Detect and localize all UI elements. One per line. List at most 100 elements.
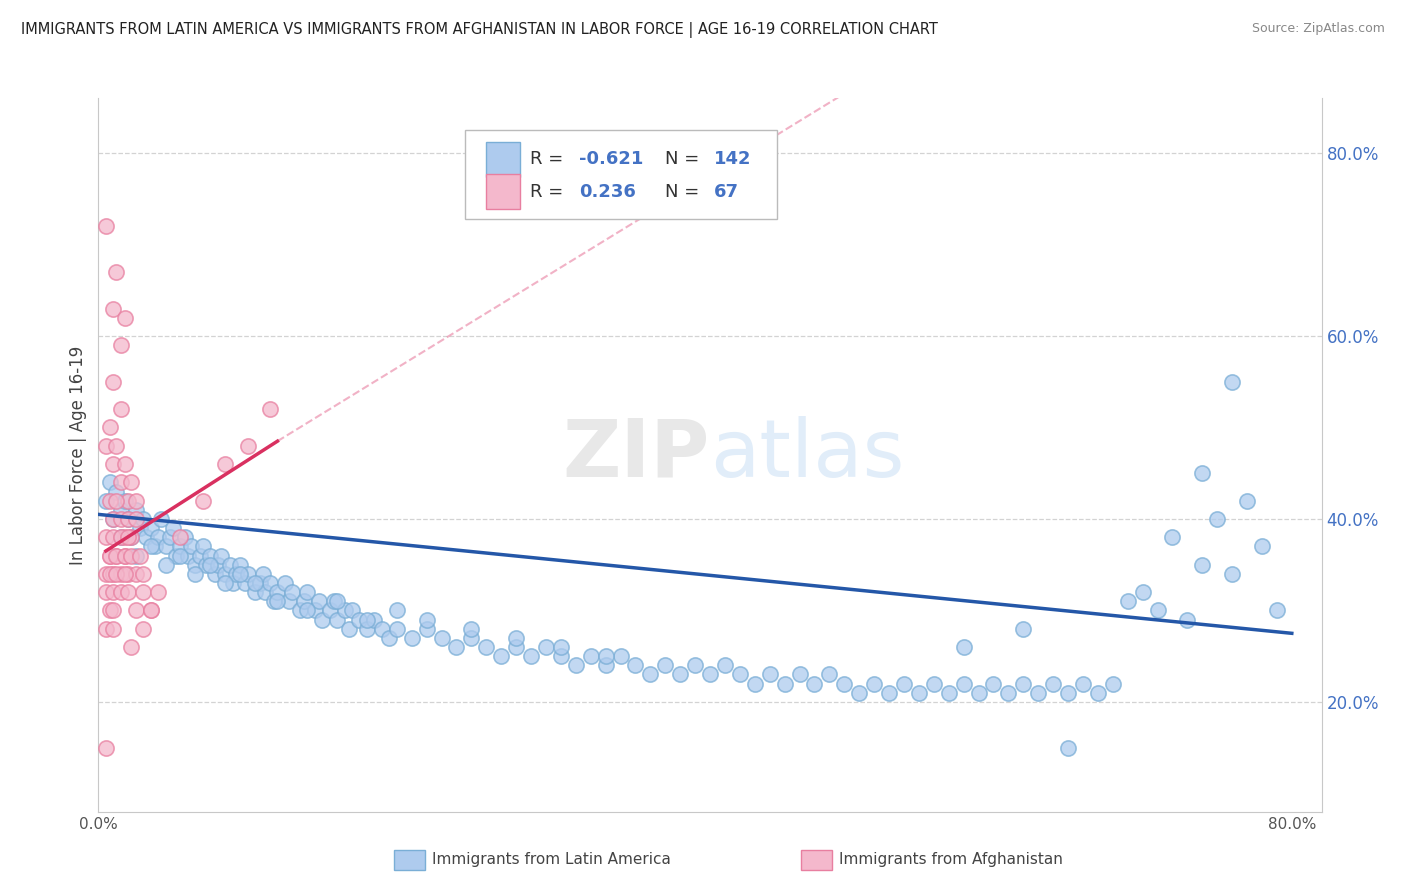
Point <box>818 667 841 681</box>
Point <box>326 613 349 627</box>
Point <box>281 585 304 599</box>
Point <box>132 566 155 581</box>
Point <box>174 530 197 544</box>
Point <box>297 585 319 599</box>
Text: R =: R = <box>530 183 569 201</box>
Point <box>243 585 266 599</box>
Point <box>550 640 572 654</box>
Point <box>103 457 125 471</box>
Point <box>105 566 128 581</box>
Point <box>288 603 311 617</box>
Point <box>103 375 125 389</box>
Text: Immigrants from Afghanistan: Immigrants from Afghanistan <box>839 853 1063 867</box>
Point <box>110 503 132 517</box>
Point <box>132 512 155 526</box>
Point <box>1146 603 1168 617</box>
Point <box>340 603 363 617</box>
Point <box>94 740 117 755</box>
Point <box>233 576 256 591</box>
Point <box>728 667 751 681</box>
Point <box>415 622 437 636</box>
Point <box>114 566 136 581</box>
Point <box>758 667 780 681</box>
Point <box>169 530 191 544</box>
Point <box>349 613 371 627</box>
Point <box>1191 467 1213 481</box>
Point <box>218 558 240 572</box>
Point <box>1220 566 1243 581</box>
Point <box>114 493 136 508</box>
Point <box>505 631 527 645</box>
Point <box>534 640 557 654</box>
Point <box>326 594 349 608</box>
Text: 0.236: 0.236 <box>579 183 636 201</box>
Point <box>98 549 121 563</box>
Point <box>1177 613 1199 627</box>
Point <box>1206 512 1229 526</box>
Point <box>278 594 301 608</box>
Point <box>1251 540 1274 554</box>
Point <box>139 521 162 535</box>
Point <box>191 540 214 554</box>
Point <box>146 585 169 599</box>
Point <box>214 566 236 581</box>
Point <box>877 686 900 700</box>
Bar <box>486 175 520 209</box>
Point <box>209 549 232 563</box>
Point <box>110 512 132 526</box>
Point <box>595 658 617 673</box>
Point <box>103 585 125 599</box>
Point <box>803 676 825 690</box>
Point <box>120 640 142 654</box>
Point <box>110 338 132 352</box>
Point <box>98 493 121 508</box>
Point <box>125 503 148 517</box>
Point <box>120 549 142 563</box>
Point <box>304 603 326 617</box>
Point <box>274 576 297 591</box>
Point <box>229 566 252 581</box>
Point <box>1220 375 1243 389</box>
Point <box>117 530 139 544</box>
Point <box>236 439 259 453</box>
Point <box>446 640 468 654</box>
Point <box>114 530 136 544</box>
Point <box>103 603 125 617</box>
Point <box>94 566 117 581</box>
Text: R =: R = <box>530 151 569 169</box>
Point <box>848 686 870 700</box>
Point <box>323 594 346 608</box>
Text: Source: ZipAtlas.com: Source: ZipAtlas.com <box>1251 22 1385 36</box>
Point <box>385 603 408 617</box>
Point <box>460 631 482 645</box>
Point <box>254 585 277 599</box>
Point <box>908 686 931 700</box>
Point <box>103 512 125 526</box>
Text: 67: 67 <box>714 183 738 201</box>
Point <box>337 622 360 636</box>
Point <box>1012 676 1035 690</box>
Point <box>489 649 512 664</box>
Point <box>94 439 117 453</box>
Point <box>169 549 191 563</box>
Point <box>263 594 285 608</box>
Point <box>952 676 974 690</box>
Text: 142: 142 <box>714 151 751 169</box>
Point <box>983 676 1005 690</box>
Point <box>94 622 117 636</box>
Point <box>1071 676 1094 690</box>
Point <box>640 667 662 681</box>
Point <box>139 603 162 617</box>
Point <box>98 549 121 563</box>
Point <box>120 530 142 544</box>
Point <box>114 549 136 563</box>
Point <box>308 594 330 608</box>
Point <box>789 667 811 681</box>
Point <box>520 649 543 664</box>
Point <box>938 686 960 700</box>
Point <box>105 493 128 508</box>
Text: N =: N = <box>665 183 704 201</box>
Point <box>654 658 676 673</box>
Point <box>117 566 139 581</box>
Point <box>117 493 139 508</box>
